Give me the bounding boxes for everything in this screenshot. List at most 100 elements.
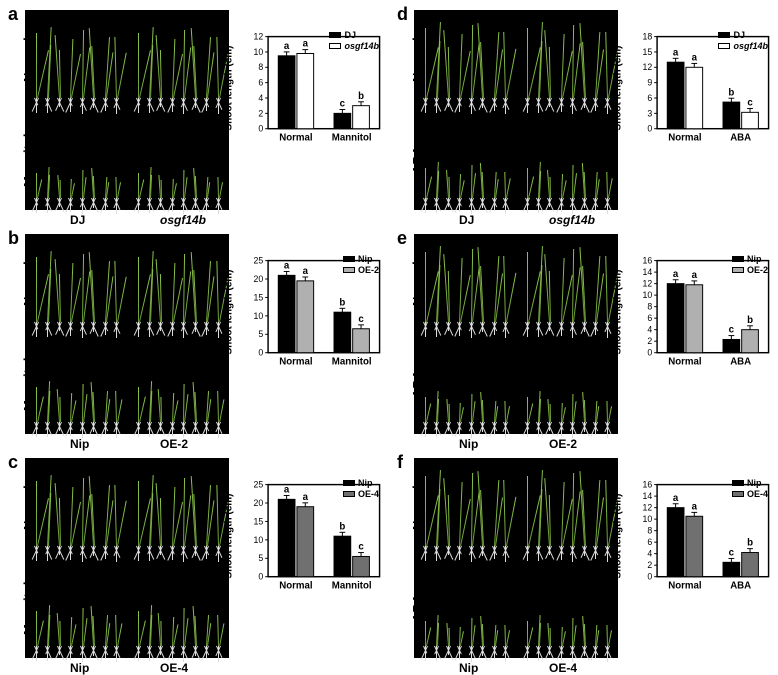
bar-chart: 0246810121416aaNormalcbABAShoot length (… <box>628 249 773 374</box>
svg-text:a: a <box>284 41 290 52</box>
svg-text:0: 0 <box>258 124 263 134</box>
svg-text:a: a <box>691 53 697 64</box>
svg-text:25: 25 <box>253 480 263 490</box>
svg-text:14: 14 <box>642 267 652 277</box>
panel-label: d <box>397 4 408 25</box>
svg-text:b: b <box>728 87 734 98</box>
chart-legend: NipOE-4 <box>343 478 379 500</box>
svg-text:4: 4 <box>647 325 652 335</box>
bar-chart: 024681012aaNormalcbMannitolShoot length … <box>239 25 384 150</box>
bar-chart: 0369121518aaNormalbcABAShoot length (cm)… <box>628 25 773 150</box>
svg-text:b: b <box>339 297 345 308</box>
svg-text:a: a <box>673 269 679 280</box>
svg-text:Normal: Normal <box>668 132 701 143</box>
svg-text:ABA: ABA <box>730 132 751 143</box>
seedling-photo: NormalMannitolDJosgf14b <box>25 10 229 210</box>
svg-text:9: 9 <box>647 78 652 88</box>
svg-text:6: 6 <box>647 313 652 323</box>
svg-text:4: 4 <box>647 549 652 559</box>
y-axis-label: Shoot length (cm) <box>612 45 623 130</box>
svg-text:5: 5 <box>258 553 263 563</box>
svg-text:Normal: Normal <box>668 356 701 367</box>
panel-c: cNormalMannitolNipOE-40510152025aaNormal… <box>0 448 389 672</box>
svg-text:3: 3 <box>647 108 652 118</box>
svg-text:16: 16 <box>642 256 652 266</box>
svg-text:a: a <box>284 485 290 496</box>
svg-text:12: 12 <box>642 279 652 289</box>
panel-a: aNormalMannitolDJosgf14b024681012aaNorma… <box>0 0 389 224</box>
panel-label: c <box>8 452 18 473</box>
svg-text:b: b <box>747 315 753 326</box>
svg-text:a: a <box>302 266 308 277</box>
seedling-photo: NormalMannitolNipOE-2 <box>25 234 229 434</box>
svg-text:a: a <box>302 39 308 50</box>
svg-text:Mannitol: Mannitol <box>331 132 371 143</box>
svg-text:5: 5 <box>258 329 263 339</box>
svg-text:Normal: Normal <box>279 580 312 591</box>
svg-text:10: 10 <box>253 535 263 545</box>
svg-text:15: 15 <box>253 516 263 526</box>
panel-d: dNormalABADJosgf14b0369121518aaNormalbcA… <box>389 0 778 224</box>
bar-chart: 0246810121416aaNormalcbABAShoot length (… <box>628 473 773 598</box>
chart-legend: DJosgf14b <box>718 30 768 52</box>
svg-text:2: 2 <box>258 108 263 118</box>
svg-text:10: 10 <box>642 514 652 524</box>
chart-legend: NipOE-2 <box>732 254 768 276</box>
svg-text:b: b <box>339 521 345 532</box>
svg-text:a: a <box>691 501 697 512</box>
svg-text:a: a <box>673 47 679 58</box>
svg-text:c: c <box>728 548 734 559</box>
svg-text:c: c <box>358 314 364 325</box>
y-axis-label: Shoot length (cm) <box>223 45 234 130</box>
svg-text:12: 12 <box>642 62 652 72</box>
svg-text:c: c <box>358 542 364 553</box>
svg-text:12: 12 <box>642 503 652 513</box>
svg-text:Mannitol: Mannitol <box>331 356 371 367</box>
svg-text:2: 2 <box>647 336 652 346</box>
svg-text:8: 8 <box>647 302 652 312</box>
svg-text:b: b <box>747 538 753 549</box>
svg-text:18: 18 <box>642 32 652 42</box>
svg-text:c: c <box>339 99 345 110</box>
panel-label: b <box>8 228 19 249</box>
svg-text:0: 0 <box>258 572 263 582</box>
chart-legend: DJosgf14b <box>329 30 379 52</box>
panel-f: fNormalABANipOE-40246810121416aaNormalcb… <box>389 448 778 672</box>
svg-text:20: 20 <box>253 498 263 508</box>
svg-text:ABA: ABA <box>730 580 751 591</box>
chart-legend: NipOE-4 <box>732 478 768 500</box>
svg-text:8: 8 <box>647 526 652 536</box>
panel-b: bNormalMannitolNipOE-20510152025aaNormal… <box>0 224 389 448</box>
svg-text:8: 8 <box>258 62 263 72</box>
svg-text:14: 14 <box>642 491 652 501</box>
panel-label: f <box>397 452 403 473</box>
chart-legend: NipOE-2 <box>343 254 379 276</box>
panel-label: a <box>8 4 18 25</box>
y-axis-label: Shoot length (cm) <box>612 269 623 354</box>
svg-text:25: 25 <box>253 256 263 266</box>
y-axis-label: Shoot length (cm) <box>223 269 234 354</box>
svg-text:ABA: ABA <box>730 356 751 367</box>
seedling-photo: NormalABADJosgf14b <box>414 10 618 210</box>
svg-text:15: 15 <box>253 292 263 302</box>
svg-text:10: 10 <box>253 311 263 321</box>
svg-text:a: a <box>673 493 679 504</box>
svg-text:20: 20 <box>253 274 263 284</box>
svg-text:0: 0 <box>647 124 652 134</box>
svg-text:0: 0 <box>258 348 263 358</box>
svg-text:Normal: Normal <box>279 356 312 367</box>
svg-text:16: 16 <box>642 480 652 490</box>
seedling-photo: NormalABANipOE-4 <box>414 458 618 658</box>
svg-text:4: 4 <box>258 93 263 103</box>
panel-label: e <box>397 228 407 249</box>
svg-text:0: 0 <box>647 572 652 582</box>
svg-text:10: 10 <box>253 47 263 57</box>
svg-text:c: c <box>728 325 734 336</box>
seedling-photo: NormalMannitolNipOE-4 <box>25 458 229 658</box>
svg-text:15: 15 <box>642 47 652 57</box>
svg-text:a: a <box>284 261 290 272</box>
svg-text:0: 0 <box>647 348 652 358</box>
y-axis-label: Shoot length (cm) <box>612 493 623 578</box>
svg-text:6: 6 <box>647 537 652 547</box>
panel-e: eNormalABANipOE-20246810121416aaNormalcb… <box>389 224 778 448</box>
